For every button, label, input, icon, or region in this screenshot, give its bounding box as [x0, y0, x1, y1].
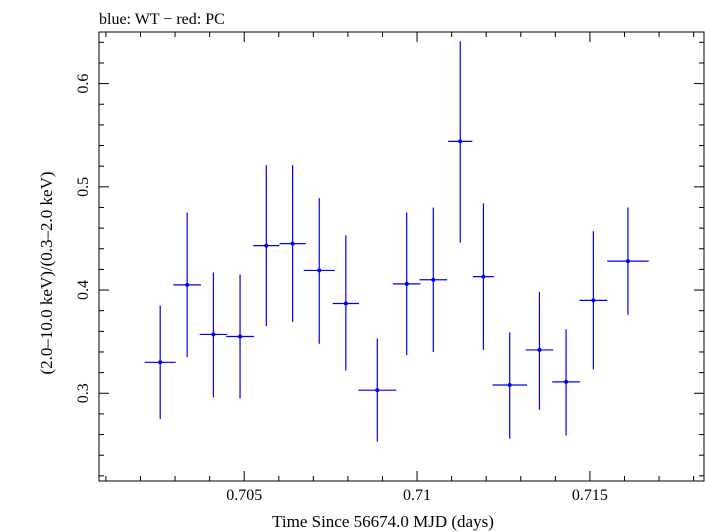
- point-marker: [537, 347, 542, 352]
- x-tick-label: 0.715: [572, 487, 608, 504]
- plot-frame: [98, 31, 705, 482]
- data-point: [448, 41, 473, 243]
- x-axis-label: Time Since 56674.0 MJD (days): [272, 512, 494, 531]
- point-marker: [158, 360, 163, 365]
- point-marker: [591, 298, 596, 303]
- data-point: [579, 231, 608, 370]
- data-point: [253, 165, 280, 327]
- point-marker: [317, 268, 322, 273]
- y-tick-label: 0.4: [75, 280, 92, 300]
- data-point: [525, 292, 554, 410]
- point-marker: [431, 277, 436, 282]
- point-marker: [343, 301, 348, 306]
- y-tick-label: 0.3: [75, 383, 92, 403]
- data-point: [552, 329, 580, 436]
- data-point: [358, 338, 397, 442]
- point-marker: [264, 243, 269, 248]
- point-marker: [238, 334, 243, 339]
- data-points: [144, 41, 649, 442]
- point-marker: [625, 259, 630, 264]
- data-point: [199, 272, 228, 398]
- x-tick-label: 0.71: [403, 487, 431, 504]
- chart-title: blue: WT − red: PC: [99, 11, 225, 28]
- data-point: [226, 274, 254, 399]
- y-tick-label: 0.5: [75, 177, 92, 197]
- data-point: [419, 207, 448, 352]
- point-marker: [185, 282, 190, 287]
- point-marker: [507, 383, 512, 388]
- point-marker: [458, 139, 463, 144]
- data-point: [144, 305, 176, 420]
- point-marker: [564, 379, 569, 384]
- data-point: [607, 207, 649, 315]
- data-point: [492, 332, 527, 439]
- data-point: [303, 198, 335, 344]
- point-marker: [290, 241, 295, 246]
- data-point: [392, 212, 421, 356]
- data-point: [173, 212, 201, 358]
- point-marker: [481, 274, 486, 279]
- data-point: [279, 165, 306, 323]
- data-point: [473, 203, 494, 350]
- y-axis-label: (2.0–10.0 keV)/(0.3–2.0 keV): [37, 171, 56, 374]
- point-marker: [375, 388, 380, 393]
- point-marker: [404, 281, 409, 286]
- y-tick-label: 0.6: [75, 74, 92, 94]
- point-marker: [211, 332, 216, 337]
- axis-ticks: [99, 32, 704, 481]
- axis-tick-labels: 0.705 0.71 0.715 0.3 0.4 0.5 0.6: [75, 74, 608, 504]
- data-point: [332, 235, 359, 371]
- x-tick-label: 0.705: [226, 487, 262, 504]
